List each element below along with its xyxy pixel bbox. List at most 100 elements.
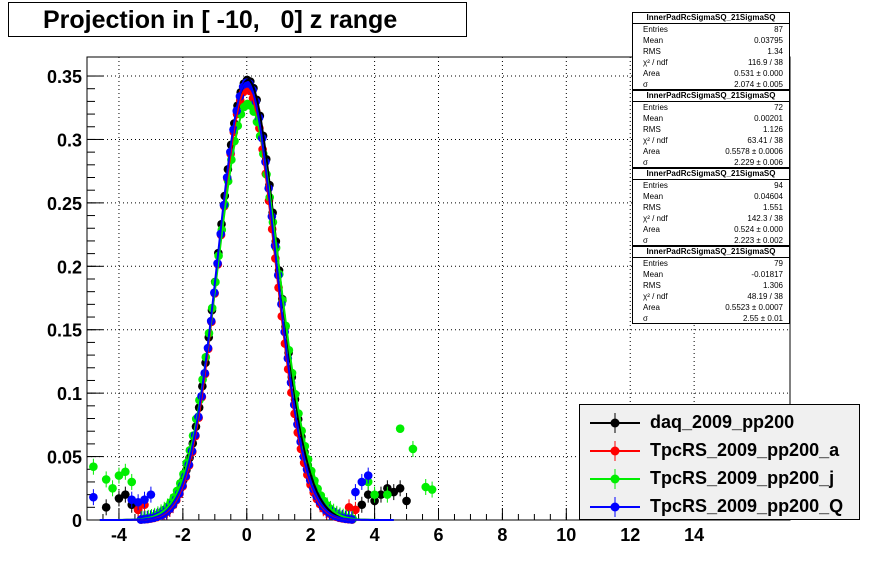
stats-row: Mean 0.03795 (633, 35, 789, 46)
title-box: Projection in [ -10, 0] z range (8, 2, 467, 37)
stats-value: 1.34 (767, 47, 783, 56)
legend-label: TpcRS_2009_pp200_j (650, 468, 835, 488)
stats-key: Entries (643, 181, 668, 190)
stats-value: 142.3 / 38 (747, 214, 783, 223)
data-point (383, 490, 392, 499)
stats-row: Entries 94 (633, 180, 789, 191)
stats-key: σ (643, 80, 648, 89)
data-point (114, 494, 124, 503)
legend-marker (590, 497, 640, 517)
stats-row: Mean 0.04604 (633, 191, 789, 202)
data-point (357, 477, 367, 487)
x-tick-label: 14 (684, 525, 704, 545)
stats-key: Entries (643, 25, 668, 34)
stats-row: RMS 1.551 (633, 202, 789, 213)
data-point (363, 471, 373, 480)
data-point (89, 492, 98, 502)
data-point (89, 462, 98, 472)
stats-key: RMS (643, 125, 661, 134)
legend-label: daq_2009_pp200 (650, 412, 795, 432)
legend-marker (590, 413, 640, 433)
data-point (370, 490, 379, 499)
stats-row: χ² / ndf 142.3 / 38 (633, 213, 789, 224)
stats-value: 0.5523 ± 0.0007 (725, 303, 783, 312)
stats-value: 79 (774, 259, 783, 268)
y-tick-label: 0.1 (57, 384, 82, 404)
stats-value: 0.524 ± 0.000 (734, 225, 783, 234)
stats-key: σ (643, 314, 648, 323)
data-point (408, 444, 418, 454)
stats-key: χ² / ndf (643, 214, 668, 223)
x-tick-label: 8 (497, 525, 507, 545)
series-layer (89, 75, 437, 524)
chart-title: Projection in [ -10, 0] z range (43, 6, 398, 34)
stats-row: Area 0.531 ± 0.000 (633, 68, 789, 79)
stats-key: Mean (643, 270, 664, 279)
data-point (395, 424, 405, 433)
stats-value: 72 (774, 103, 783, 112)
stats-value: 2.074 ± 0.005 (734, 80, 783, 89)
data-point (376, 490, 386, 499)
stats-row: χ² / ndf 116.9 / 38 (633, 57, 789, 68)
data-point (427, 485, 437, 494)
stats-key: χ² / ndf (643, 292, 668, 301)
stats-value: 2.223 ± 0.002 (734, 236, 783, 245)
stats-value: 48.19 / 38 (747, 292, 783, 301)
x-tick-label: 0 (242, 525, 252, 545)
stats-row: Area 0.5523 ± 0.0007 (633, 302, 789, 313)
data-point (140, 495, 149, 505)
y-tick-label: 0.15 (47, 321, 82, 341)
stats-row: RMS 1.306 (633, 280, 789, 291)
stats-row: Entries 72 (633, 102, 789, 113)
y-tick-label: 0 (72, 511, 82, 531)
stats-box-title: InnerPadRcSigmaSQ_21SigmaSQ (633, 91, 789, 102)
stats-box: InnerPadRcSigmaSQ_21SigmaSQ Entries 79 Mean… (632, 246, 790, 324)
stats-panel: InnerPadRcSigmaSQ_21SigmaSQ Entries 87 Mean… (632, 12, 790, 324)
legend-label: TpcRS_2009_pp200_Q (650, 496, 844, 516)
stats-key: RMS (643, 47, 661, 56)
stats-row: Mean -0.01817 (633, 269, 789, 280)
x-tick-label: 10 (556, 525, 576, 545)
stats-value: 94 (774, 181, 783, 190)
fit-curve-TpcRS_2009_pp200_Q (99, 81, 394, 521)
stats-key: Area (643, 303, 660, 312)
stats-row: Area 0.524 ± 0.000 (633, 224, 789, 235)
stats-row: Area 0.5578 ± 0.0006 (633, 146, 789, 157)
stats-box-title: InnerPadRcSigmaSQ_21SigmaSQ (633, 169, 789, 180)
stats-row: σ 2.229 ± 0.006 (633, 157, 789, 168)
data-point (146, 490, 156, 499)
stats-value: 116.9 / 38 (748, 58, 783, 67)
legend-label: TpcRS_2009_pp200_a (650, 440, 840, 460)
legend-entry: TpcRS_2009_pp200_j (580, 465, 859, 493)
data-point (101, 475, 111, 484)
stats-value: -0.01817 (751, 270, 783, 279)
stats-key: σ (643, 158, 648, 167)
stats-key: Mean (643, 36, 664, 45)
x-tick-label: 4 (370, 525, 380, 545)
stats-value: 2.229 ± 0.006 (734, 158, 783, 167)
stats-row: Mean 0.00201 (633, 113, 789, 124)
y-tick-label: 0.25 (47, 194, 82, 214)
x-tick-label: 12 (620, 525, 640, 545)
stats-value: 0.03795 (754, 36, 783, 45)
data-point (121, 467, 130, 477)
stats-key: χ² / ndf (643, 136, 668, 145)
stats-row: σ 2.074 ± 0.005 (633, 79, 789, 90)
stats-value: 0.5578 ± 0.0006 (725, 147, 783, 156)
stats-row: Entries 87 (633, 24, 789, 35)
y-tick-label: 0.35 (47, 67, 82, 87)
stats-row: σ 2.55 ± 0.01 (633, 313, 789, 324)
data-point (108, 483, 117, 493)
data-point (351, 487, 360, 497)
stats-row: χ² / ndf 48.19 / 38 (633, 291, 789, 302)
data-point (127, 477, 137, 487)
stats-value: 2.55 ± 0.01 (743, 314, 783, 323)
data-point (395, 483, 405, 493)
data-point (101, 503, 111, 512)
data-point (363, 490, 373, 499)
x-tick-label: 6 (433, 525, 443, 545)
legend: daq_2009_pp200 TpcRS_2009_pp200_a TpcRS_20… (579, 404, 860, 520)
legend-entry: daq_2009_pp200 (580, 409, 859, 437)
stats-box: InnerPadRcSigmaSQ_21SigmaSQ Entries 72 Mean… (632, 90, 790, 168)
legend-entry: TpcRS_2009_pp200_Q (580, 493, 859, 521)
